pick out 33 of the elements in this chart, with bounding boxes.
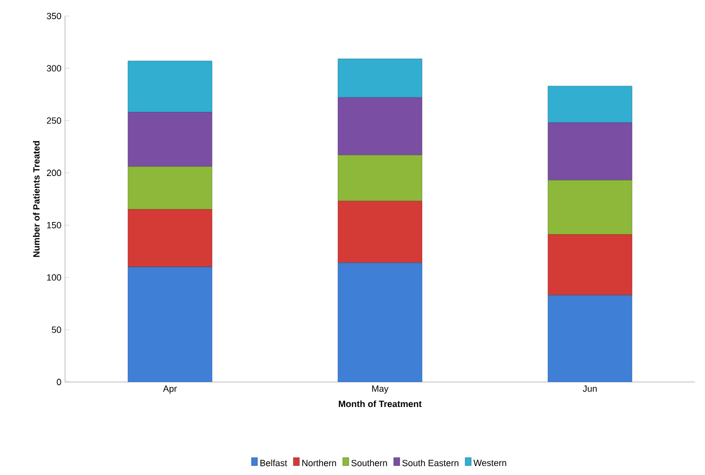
bar: [338, 154, 422, 202]
bar: [548, 234, 632, 296]
legend-label: South Eastern: [402, 460, 458, 466]
bar: [128, 166, 212, 210]
legend-label: Southern: [351, 460, 387, 466]
bar: [548, 86, 632, 123]
bar: [128, 112, 212, 167]
legend-label: Northern: [302, 460, 336, 466]
bar: [548, 295, 632, 382]
x-axis-title: Month of Treatment: [338, 400, 422, 408]
y-tick-label: 250: [46, 117, 62, 124]
y-tick-label: 0: [56, 378, 62, 386]
x-tick-label: Jun: [582, 386, 597, 392]
bar: [338, 97, 422, 156]
bar: [128, 209, 212, 268]
bar: [338, 58, 422, 98]
y-tick-label: 300: [46, 65, 62, 72]
legend-label: Belfast: [260, 460, 288, 466]
legend-label: Western: [473, 460, 506, 466]
bar: [128, 266, 212, 382]
y-tick-label: 50: [52, 326, 62, 333]
bar: [548, 180, 632, 235]
bar: [128, 60, 212, 112]
x-tick-label: Apr: [163, 386, 177, 394]
bar: [338, 262, 422, 382]
bar: [338, 200, 422, 263]
y-tick-label: 150: [47, 222, 62, 228]
y-tick-label: 200: [46, 170, 62, 176]
x-tick-label: May: [372, 386, 388, 394]
bar: [548, 122, 632, 180]
y-tick-label: 350: [46, 12, 62, 20]
y-axis-title: Number of Patients Treated: [32, 141, 40, 257]
y-tick-label: 100: [47, 274, 62, 281]
